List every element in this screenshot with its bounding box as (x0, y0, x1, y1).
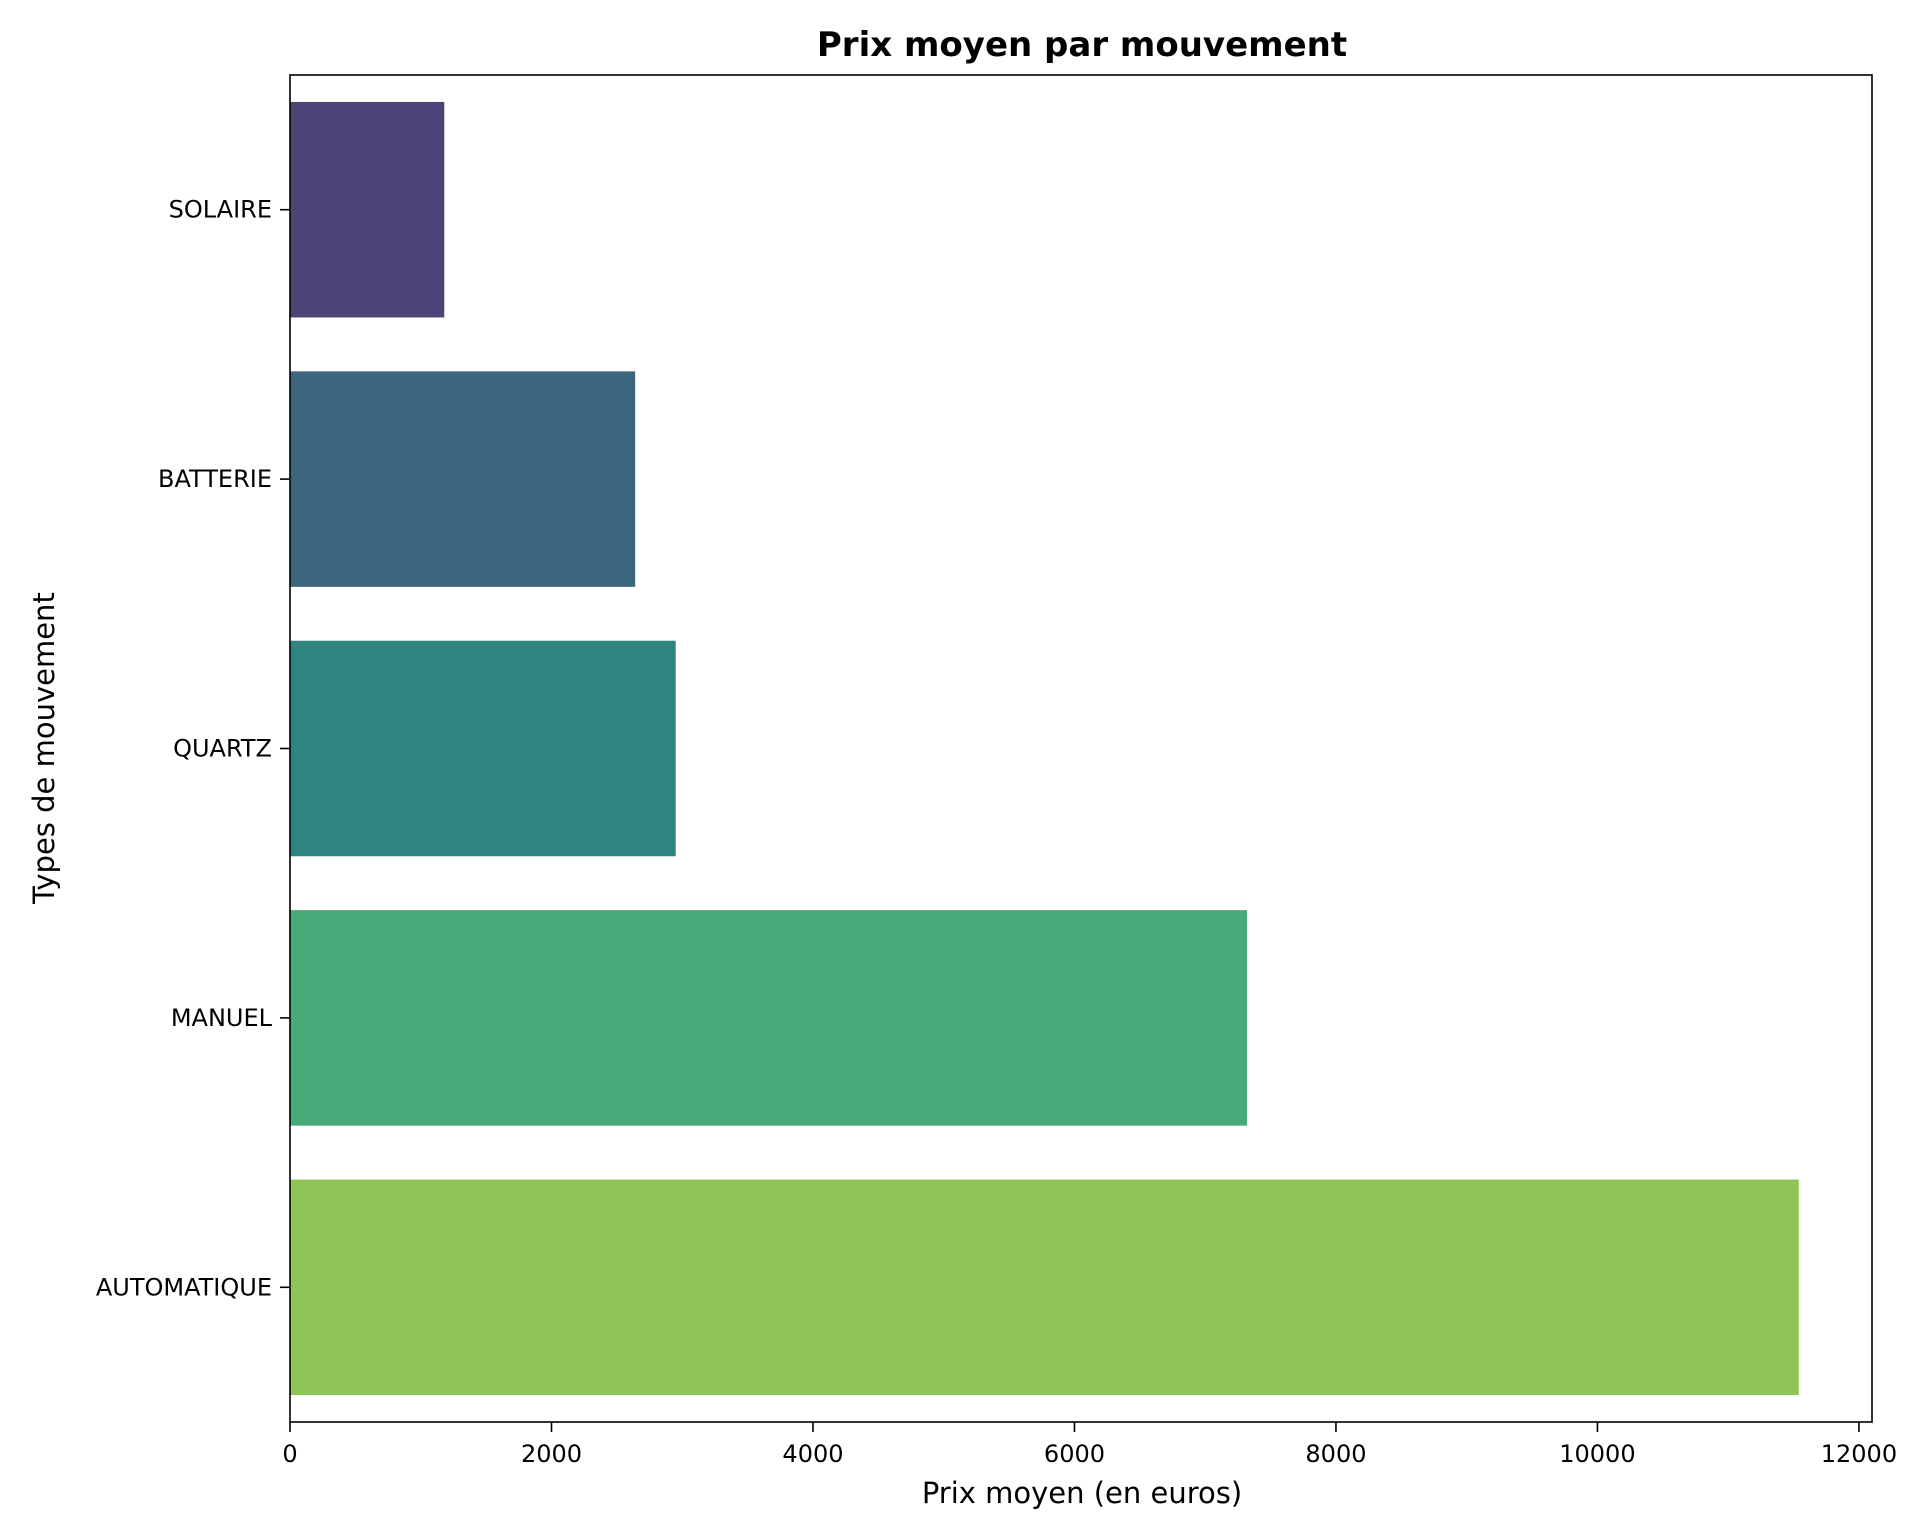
bar-batterie (290, 371, 636, 587)
bars-group (290, 101, 1799, 1396)
y-tick-label: AUTOMATIQUE (96, 1273, 272, 1301)
x-tick-label: 8000 (1305, 1440, 1366, 1468)
x-tick-label: 4000 (782, 1440, 843, 1468)
y-tick-label: QUARTZ (173, 735, 272, 763)
y-tick-label: BATTERIE (158, 465, 272, 493)
x-tick-label: 2000 (521, 1440, 582, 1468)
x-axis-ticks: 0 2000 4000 6000 8000 10000 12000 (282, 1422, 1897, 1468)
x-tick-label: 10000 (1559, 1440, 1635, 1468)
x-tick-label: 0 (282, 1440, 297, 1468)
bar-solaire (290, 101, 445, 318)
x-tick-label: 6000 (1044, 1440, 1105, 1468)
y-axis-label: Types de mouvement (27, 592, 61, 905)
bar-manuel (290, 910, 1248, 1126)
y-tick-label: SOLAIRE (169, 196, 272, 224)
x-axis-label: Prix moyen (en euros) (922, 1476, 1242, 1510)
bar-quartz (290, 640, 676, 857)
bar-automatique (290, 1179, 1799, 1396)
chart-title: Prix moyen par mouvement (817, 25, 1347, 65)
x-tick-label: 12000 (1821, 1440, 1897, 1468)
y-tick-label: MANUEL (171, 1004, 273, 1032)
y-axis-ticks: SOLAIRE BATTERIE QUARTZ MANUEL AUTOMATIQUE (96, 196, 290, 1301)
